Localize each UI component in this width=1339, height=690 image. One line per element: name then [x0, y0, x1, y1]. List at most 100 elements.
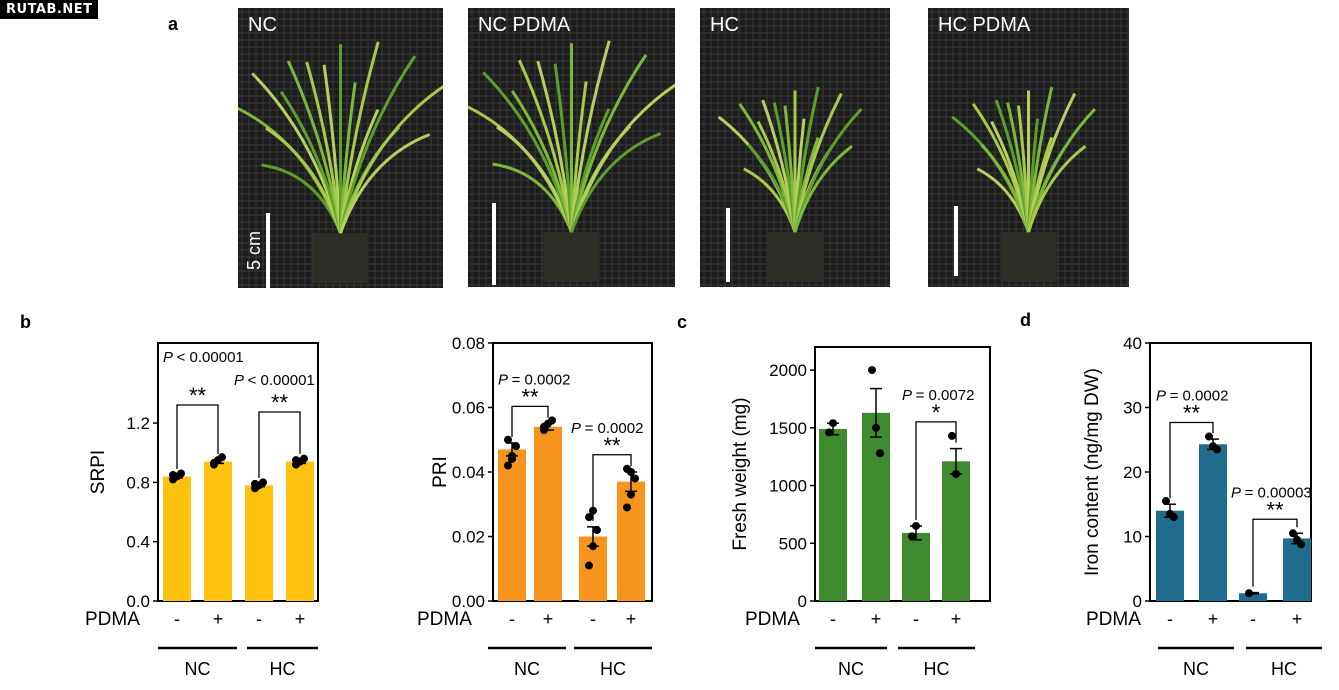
data-point — [876, 449, 884, 458]
data-point — [872, 423, 880, 432]
p-value-label: P = 0.00003 — [1231, 484, 1312, 501]
data-point — [952, 470, 960, 478]
plant-leaf — [1027, 144, 1087, 233]
plant-pot — [312, 233, 369, 283]
panel-label-d: d — [1020, 310, 1031, 330]
data-point — [1205, 432, 1213, 441]
scale-bar — [492, 203, 496, 285]
plant-pot — [543, 232, 600, 282]
y-tick-label: 30 — [1123, 399, 1142, 418]
significance-stars: ** — [1183, 401, 1201, 426]
group-label: HC — [600, 659, 626, 679]
significance-bracket — [915, 421, 957, 520]
photo-caption: NC — [248, 14, 277, 36]
data-point — [169, 470, 177, 479]
data-point — [585, 513, 593, 522]
plot-frame — [157, 342, 319, 602]
data-point — [593, 526, 601, 535]
significance-stars: * — [932, 400, 941, 425]
data-point — [948, 431, 956, 440]
plant-leaf — [570, 54, 648, 233]
category-label: + — [1208, 609, 1219, 629]
data-point — [1297, 540, 1305, 549]
plant-pot — [1000, 232, 1057, 282]
p-value-label: P = 0.0002 — [498, 371, 570, 388]
category-label: + — [295, 609, 306, 629]
data-point — [251, 479, 259, 488]
bar — [1156, 510, 1184, 601]
significance-stars: ** — [1266, 497, 1284, 522]
bar — [1199, 444, 1227, 601]
bar — [534, 426, 562, 601]
data-point — [300, 454, 308, 463]
plant-photo-nc-pdma: NC PDMA — [468, 8, 675, 287]
bar — [617, 481, 645, 601]
group-label: NC — [185, 659, 211, 679]
category-label: + — [951, 609, 962, 629]
significance-stars: ** — [271, 390, 289, 415]
p-value-label: P = 0.0002 — [571, 420, 643, 437]
bar — [498, 449, 526, 601]
category-label: - — [256, 609, 262, 629]
y-tick-label: 0.0 — [126, 592, 150, 611]
data-point — [504, 435, 512, 444]
bar — [862, 412, 890, 601]
p-value-label: P = 0.0072 — [902, 387, 974, 404]
significance-stars: ** — [521, 384, 539, 409]
bar — [1283, 538, 1311, 601]
data-point — [589, 542, 597, 551]
y-tick-label: 500 — [779, 534, 807, 553]
y-axis-label: SRPI — [88, 450, 109, 494]
bar — [245, 485, 273, 601]
category-label: + — [871, 609, 882, 629]
y-axis-label: PRI — [430, 456, 451, 488]
data-point — [908, 532, 916, 541]
plant-image — [238, 8, 443, 288]
data-point — [585, 561, 593, 570]
plant-image — [700, 8, 890, 287]
bar — [163, 476, 191, 601]
significance-bracket — [258, 411, 301, 478]
significance-stars: ** — [603, 433, 621, 458]
data-point — [548, 416, 556, 425]
y-tick-label: 0.08 — [452, 334, 485, 353]
y-tick-label: 1500 — [769, 419, 807, 438]
bar — [204, 461, 232, 601]
plant-leaf — [339, 55, 417, 234]
factor-label: PDMA — [745, 609, 800, 630]
plant-photo-hc: HC — [700, 8, 890, 287]
bar — [286, 461, 314, 601]
group-label: NC — [838, 659, 864, 679]
scale-bar — [266, 213, 270, 288]
plant-leaf — [570, 40, 611, 233]
data-point — [218, 453, 226, 462]
y-tick-label: 0 — [798, 592, 807, 611]
data-point — [259, 478, 267, 487]
panel-label-c: c — [677, 312, 688, 332]
photo-caption: NC PDMA — [478, 14, 571, 36]
plant-leaf — [339, 133, 431, 234]
y-tick-label: 0.4 — [126, 533, 150, 552]
category-label: - — [830, 609, 836, 629]
y-tick-label: 0.06 — [452, 399, 485, 418]
factor-label: PDMA — [1086, 609, 1141, 630]
panel-label-a: a — [168, 14, 179, 34]
data-point — [512, 442, 520, 451]
bar — [942, 461, 970, 601]
data-point — [825, 428, 833, 437]
photo-caption: HC PDMA — [938, 14, 1031, 36]
category-label: - — [913, 609, 919, 629]
plant-photo-hc-pdma: HC PDMA — [928, 8, 1129, 287]
category-label: - — [1167, 609, 1173, 629]
category-label: - — [1250, 609, 1256, 629]
data-point — [627, 490, 635, 499]
group-label: HC — [270, 659, 296, 679]
y-tick-label: 20 — [1123, 463, 1142, 482]
plant-leaf — [570, 132, 662, 233]
data-point — [1245, 589, 1253, 598]
plant-image — [468, 8, 675, 287]
data-point — [868, 366, 876, 375]
significance-bracket — [1252, 518, 1298, 587]
data-point — [631, 474, 639, 483]
